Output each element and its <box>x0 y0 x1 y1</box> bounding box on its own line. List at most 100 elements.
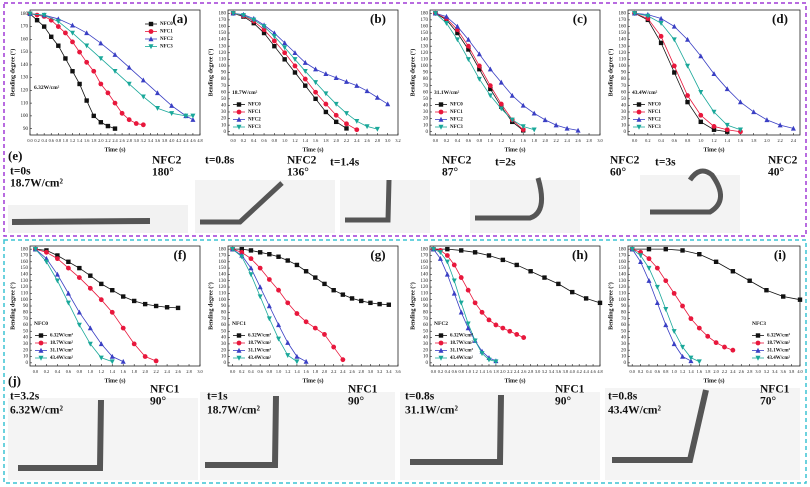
marker <box>498 101 504 107</box>
marker <box>285 258 290 263</box>
legend-entry: 18.7W/cm² <box>233 340 272 346</box>
x-tick-label: 1.2 <box>99 369 104 374</box>
panel-label: (j) <box>8 373 21 388</box>
legend-entry: NFC1 <box>435 109 463 115</box>
sample-label: NFC1 <box>555 384 585 396</box>
legend-label: NFC1 <box>648 110 661 115</box>
power-label: 18.7W/cm² <box>10 178 64 190</box>
x-tick-label: 3.6 <box>395 369 401 374</box>
marker <box>479 351 485 357</box>
legend-label: 6.32W/cm² <box>248 333 272 339</box>
x-tick-label: 0.0 <box>431 369 436 374</box>
y-tick-label: 170 <box>219 18 227 23</box>
x-tick-label: 2.6 <box>349 369 355 374</box>
x-tick-label: 3.0 <box>368 369 373 374</box>
y-tick-label: 10 <box>221 355 227 360</box>
y-tick-label: 30 <box>621 342 627 347</box>
strip <box>200 181 284 225</box>
marker <box>488 86 493 92</box>
marker <box>438 340 444 346</box>
marker <box>43 259 49 265</box>
x-tick-label: 3.0 <box>535 369 540 374</box>
marker <box>458 275 464 280</box>
marker <box>266 277 272 282</box>
marker <box>755 347 761 353</box>
marker <box>528 269 533 274</box>
series-line <box>233 12 388 105</box>
x-tick-label: 1.4 <box>688 369 694 374</box>
x-tick-label: 2.6 <box>575 138 581 143</box>
marker <box>183 113 189 119</box>
marker <box>257 265 263 271</box>
legend-entry: NFC2 <box>633 116 661 123</box>
legend-entry: NFC2 <box>145 36 173 42</box>
marker <box>688 358 694 364</box>
marker <box>65 265 71 271</box>
marker <box>323 109 329 115</box>
x-tick-label: 4.0 <box>169 138 174 143</box>
marker <box>671 63 677 69</box>
marker <box>730 269 736 274</box>
x-tick-label: 3.0 <box>385 138 390 143</box>
annotation: NFC1 <box>232 321 246 327</box>
x-tick-label: 1.6 <box>303 369 309 374</box>
marker <box>98 341 104 347</box>
marker <box>671 37 677 43</box>
y-tick-label: 180 <box>219 247 227 252</box>
marker <box>276 336 282 342</box>
marker <box>454 23 460 29</box>
legend-label: NFC2 <box>160 37 173 42</box>
legend-entry: 43.4W/cm² <box>752 355 791 361</box>
y-tick-label: 60 <box>23 323 29 328</box>
x-tick-label: 0.6 <box>452 369 458 374</box>
x-tick-label: 1.6 <box>697 369 703 374</box>
marker <box>105 123 111 129</box>
marker <box>112 126 118 131</box>
y-tick-label: 160 <box>619 25 627 30</box>
marker <box>451 262 457 268</box>
y-tick-label: 40 <box>221 104 227 109</box>
y-tick-label: 30 <box>621 110 627 115</box>
marker <box>790 125 796 131</box>
marker <box>292 63 298 69</box>
marker <box>76 322 82 328</box>
x-tick-label: 4.8 <box>197 138 202 143</box>
marker <box>663 322 669 328</box>
marker <box>654 284 660 290</box>
y-tick-label: 100 <box>21 298 29 303</box>
marker <box>500 325 506 331</box>
marker <box>711 71 717 77</box>
marker <box>292 50 298 55</box>
marker <box>477 67 482 72</box>
marker <box>444 259 450 265</box>
y-tick-label: 130 <box>219 44 227 49</box>
marker <box>680 303 685 309</box>
marker <box>155 106 160 111</box>
marker <box>438 124 444 130</box>
y-tick-label: 90 <box>621 71 627 76</box>
marker <box>175 305 181 311</box>
marker <box>724 122 730 128</box>
legend-entry: NFC3 <box>633 124 661 130</box>
x-tick-label: 2.4 <box>791 138 797 143</box>
marker <box>564 125 570 131</box>
angle-label: 60° <box>610 167 627 179</box>
marker <box>476 51 482 57</box>
x-tick-label: 3.0 <box>134 138 139 143</box>
marker <box>77 81 82 87</box>
legend-label: 6.32W/cm² <box>767 333 791 339</box>
marker <box>781 294 786 299</box>
y-tick-label: 130 <box>421 279 429 284</box>
legend-entry: 6.32W/cm² <box>435 333 474 339</box>
y-tick-label: 120 <box>421 51 429 56</box>
marker <box>65 300 71 306</box>
marker <box>44 249 49 255</box>
x-axis-label: Time (s) <box>302 146 323 153</box>
x-tick-label: 3.2 <box>377 369 382 374</box>
time-label: t=0.8s <box>205 155 235 167</box>
marker <box>797 297 803 302</box>
marker <box>636 124 642 130</box>
y-tick-label: 90 <box>621 304 627 309</box>
legend-label: NFC3 <box>450 125 463 130</box>
marker <box>32 246 38 252</box>
